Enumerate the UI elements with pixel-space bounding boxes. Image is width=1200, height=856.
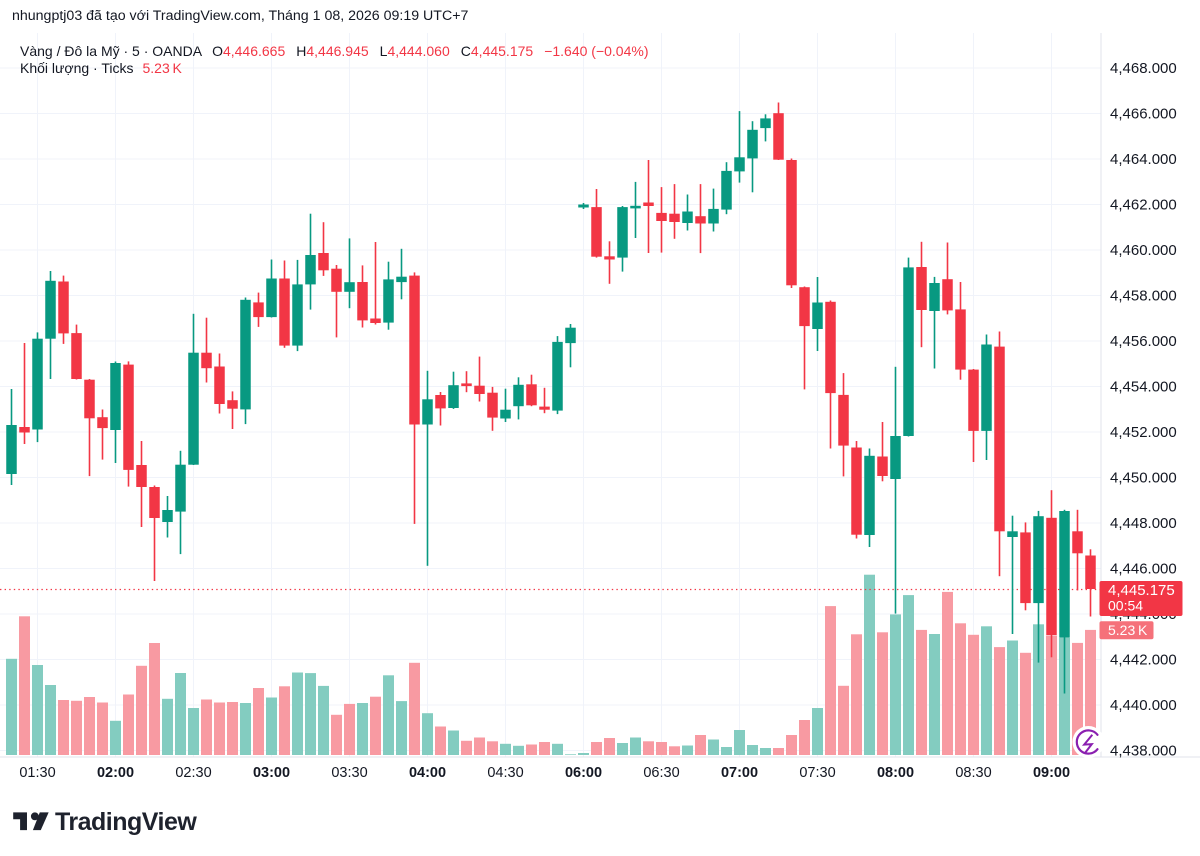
svg-text:4,468.000: 4,468.000 (1110, 60, 1177, 77)
svg-text:01:30: 01:30 (19, 765, 55, 781)
svg-text:4,442.000: 4,442.000 (1110, 652, 1177, 669)
svg-text:06:30: 06:30 (643, 765, 679, 781)
svg-text:5.23 K: 5.23 K (1108, 622, 1148, 638)
svg-text:4,445.175: 4,445.175 (1108, 582, 1175, 599)
svg-text:TradingView: TradingView (55, 808, 197, 836)
svg-text:4,456.000: 4,456.000 (1110, 333, 1177, 350)
svg-text:07:00: 07:00 (721, 765, 758, 781)
svg-text:07:30: 07:30 (799, 765, 835, 781)
svg-text:00:54: 00:54 (1108, 598, 1143, 614)
svg-text:08:00: 08:00 (877, 765, 914, 781)
svg-text:4,452.000: 4,452.000 (1110, 424, 1177, 441)
svg-text:4,438.000: 4,438.000 (1110, 743, 1177, 760)
svg-text:02:30: 02:30 (175, 765, 211, 781)
svg-text:08:30: 08:30 (955, 765, 991, 781)
svg-text:4,448.000: 4,448.000 (1110, 515, 1177, 532)
svg-text:4,464.000: 4,464.000 (1110, 151, 1177, 168)
svg-text:4,454.000: 4,454.000 (1110, 379, 1177, 396)
svg-text:09:00: 09:00 (1033, 765, 1070, 781)
svg-text:06:00: 06:00 (565, 765, 602, 781)
svg-text:4,460.000: 4,460.000 (1110, 242, 1177, 259)
svg-text:4,458.000: 4,458.000 (1110, 288, 1177, 305)
svg-text:02:00: 02:00 (97, 765, 134, 781)
svg-text:03:00: 03:00 (253, 765, 290, 781)
svg-text:04:30: 04:30 (487, 765, 523, 781)
svg-text:04:00: 04:00 (409, 765, 446, 781)
svg-text:03:30: 03:30 (331, 765, 367, 781)
svg-text:4,466.000: 4,466.000 (1110, 106, 1177, 123)
svg-text:4,446.000: 4,446.000 (1110, 561, 1177, 578)
svg-text:4,440.000: 4,440.000 (1110, 697, 1177, 714)
svg-text:4,450.000: 4,450.000 (1110, 470, 1177, 487)
svg-text:4,462.000: 4,462.000 (1110, 197, 1177, 214)
